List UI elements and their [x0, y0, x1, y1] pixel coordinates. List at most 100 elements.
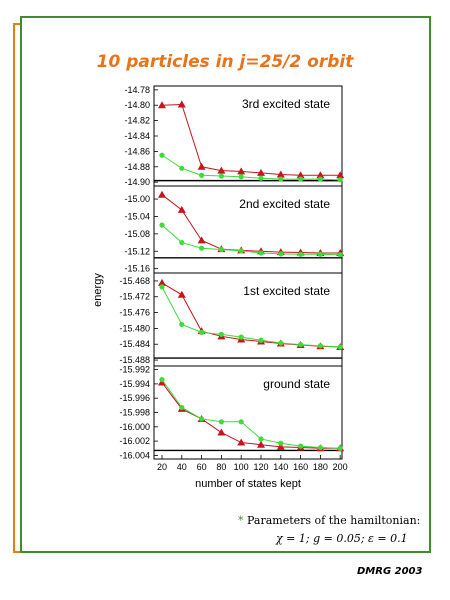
y-tick-label: -14.84: [124, 131, 150, 141]
data-point-circle: [337, 344, 343, 350]
data-point-circle: [258, 175, 264, 181]
y-axis-label: energy: [92, 273, 104, 307]
credit-label: DMRG 2003: [357, 566, 423, 577]
data-point-circle: [278, 176, 284, 182]
y-tick-label: -15.04: [124, 211, 150, 221]
data-point-circle: [317, 176, 323, 182]
series-line-green: [161, 224, 341, 256]
data-point-triangle: [197, 162, 206, 170]
y-tick-label: -15.16: [124, 264, 150, 274]
footnote-text: Parameters of the hamiltonian:: [247, 514, 421, 527]
x-tick-label: 120: [253, 462, 268, 472]
data-point-triangle: [257, 168, 265, 176]
data-point-circle: [298, 251, 304, 257]
y-tick-label: -15.484: [119, 339, 150, 349]
x-tick-label: 200: [333, 462, 348, 472]
data-point-circle: [258, 250, 264, 256]
data-point-circle: [199, 416, 205, 422]
x-tick-label: 160: [293, 462, 308, 472]
data-point-circle: [159, 376, 165, 383]
data-point-triangle: [316, 171, 325, 179]
data-point-triangle: [158, 101, 166, 109]
data-point-circle: [159, 222, 165, 228]
y-tick-label: -14.86: [124, 146, 150, 156]
data-point-triangle: [296, 171, 305, 179]
y-tick-label: -16.004: [119, 450, 150, 460]
data-point-circle: [317, 251, 323, 257]
data-point-circle: [199, 245, 205, 251]
x-tick-label: 140: [273, 462, 288, 472]
data-point-triangle: [217, 428, 226, 436]
y-tick-label: -15.00: [124, 194, 150, 204]
data-point-circle: [317, 444, 323, 451]
y-tick-label: -15.472: [119, 292, 150, 302]
outer-green-frame: [20, 16, 431, 553]
y-tick-label: -15.476: [119, 308, 150, 318]
y-tick-label: -15.12: [124, 246, 150, 256]
y-tick-label: -15.998: [119, 408, 150, 418]
series-line-green: [161, 379, 341, 449]
x-tick-label: 100: [234, 462, 249, 472]
y-tick-label: -16.002: [119, 436, 150, 446]
data-point-circle: [218, 419, 224, 425]
y-tick-label: -14.82: [124, 116, 150, 126]
data-point-circle: [199, 329, 205, 335]
data-point-circle: [238, 334, 244, 340]
data-point-circle: [218, 246, 224, 253]
data-point-triangle: [336, 171, 345, 179]
series-line-green: [161, 286, 341, 348]
data-point-circle: [337, 177, 343, 183]
x-tick-label: 20: [157, 462, 167, 472]
data-point-circle: [298, 443, 304, 449]
data-point-circle: [238, 248, 244, 254]
page-title: 10 particles in j=25/2 orbit: [96, 52, 354, 72]
data-point-triangle: [197, 236, 206, 244]
panel-label: 3rd excited state: [242, 97, 330, 111]
panel-label: 1st excited state: [243, 284, 330, 298]
x-axis-label: number of states kept: [195, 478, 301, 490]
y-tick-label: -15.992: [119, 365, 150, 375]
data-point-circle: [238, 174, 244, 180]
data-point-triangle: [177, 290, 186, 298]
y-tick-label: -15.08: [124, 229, 150, 239]
y-tick-label: -15.994: [119, 379, 150, 389]
data-point-triangle: [158, 278, 166, 286]
y-tick-label: -15.488: [119, 355, 150, 365]
data-point-circle: [278, 440, 284, 446]
series-line-green: [161, 154, 341, 181]
y-tick-label: -14.90: [124, 177, 150, 187]
data-point-circle: [179, 165, 185, 171]
data-point-triangle: [217, 166, 226, 174]
footnote-marker: *: [238, 514, 244, 527]
data-point-circle: [159, 152, 165, 158]
data-point-circle: [159, 284, 165, 290]
y-tick-label: -16.000: [119, 422, 150, 432]
x-tick-label: 40: [177, 462, 187, 472]
data-point-circle: [199, 172, 205, 178]
data-point-circle: [337, 445, 343, 451]
data-point-circle: [179, 321, 185, 328]
y-tick-label: -15.996: [119, 393, 150, 403]
footnote: * Parameters of the hamiltonian:: [238, 514, 420, 527]
data-point-triangle: [237, 167, 246, 175]
data-point-circle: [218, 173, 224, 179]
y-tick-label: -14.80: [124, 100, 150, 110]
hamiltonian-parameters: χ = 1; g = 0.05; ε = 0.1: [276, 532, 408, 545]
series-line-red: [161, 194, 341, 254]
data-point-circle: [317, 343, 323, 349]
series-line-red: [161, 103, 341, 176]
series-line-red: [161, 382, 341, 449]
y-tick-label: -14.78: [124, 85, 150, 95]
data-point-circle: [179, 239, 185, 246]
data-point-triangle: [276, 442, 285, 450]
data-point-circle: [298, 176, 304, 182]
x-tick-label: 180: [313, 462, 328, 472]
data-point-circle: [278, 251, 284, 257]
data-point-triangle: [177, 205, 186, 213]
y-tick-label: -15.480: [119, 323, 150, 333]
x-tick-label: 60: [197, 462, 207, 472]
y-tick-label: -15.468: [119, 276, 150, 286]
panel-label: ground state: [263, 377, 330, 391]
data-point-circle: [298, 342, 304, 348]
